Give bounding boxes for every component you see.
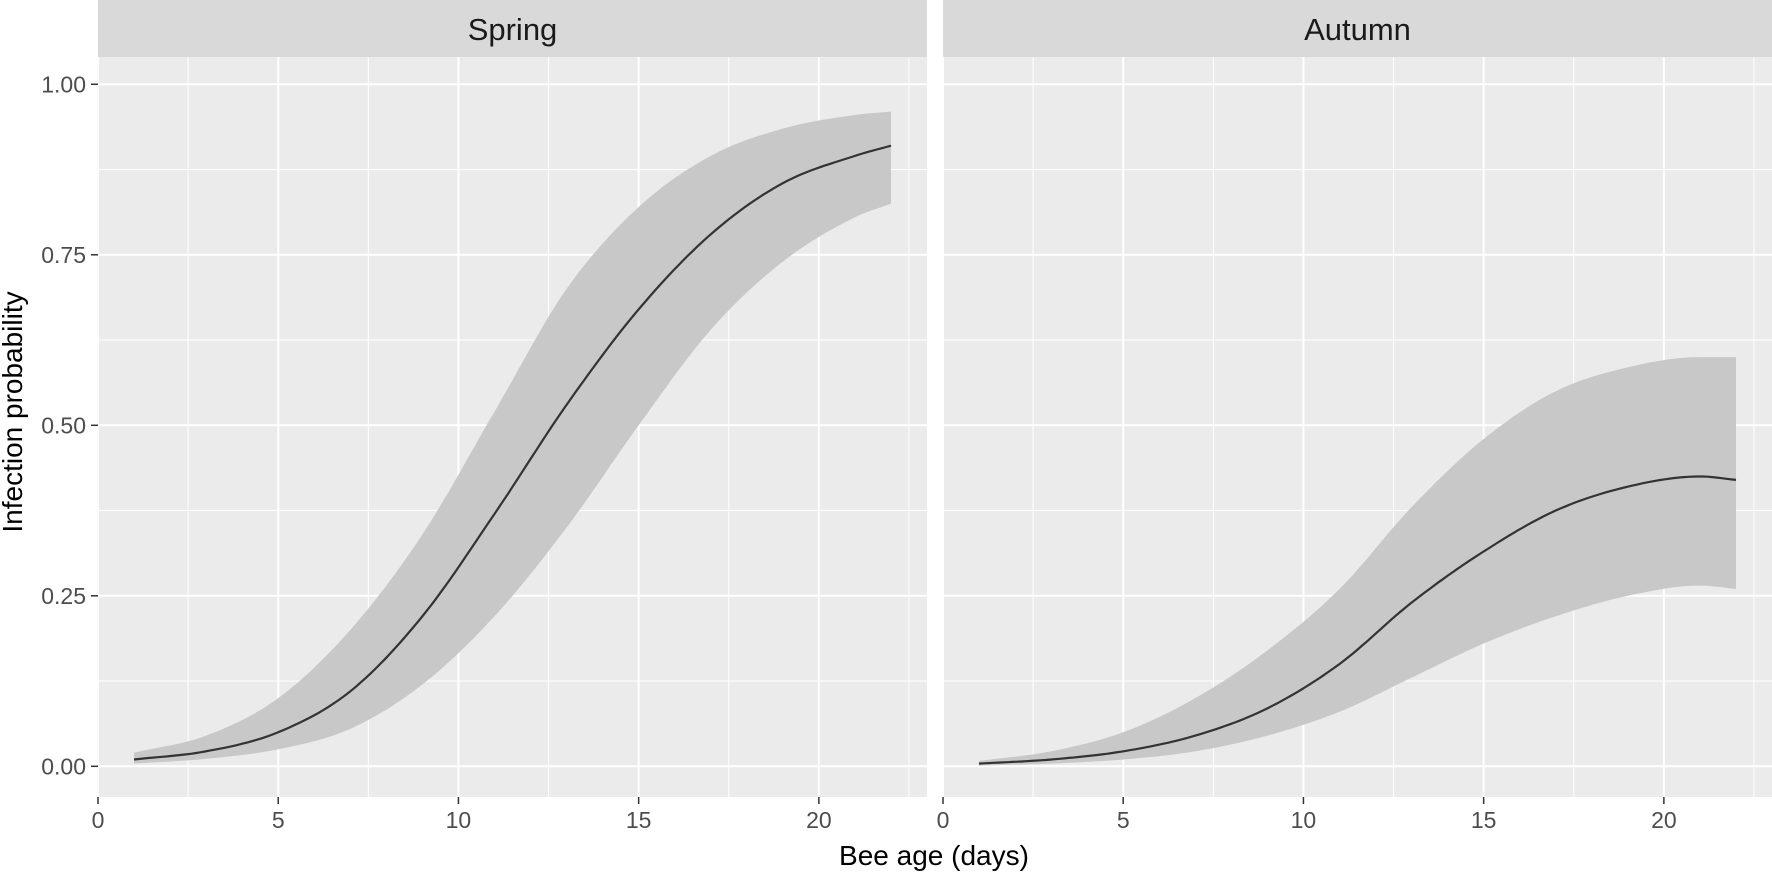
- confidence-ribbon: [979, 357, 1736, 766]
- x-tick-label: 15: [626, 807, 652, 833]
- y-tick-label: 0.00: [41, 753, 86, 779]
- y-axis: 0.00 0.25 0.50 0.75 1.00: [41, 71, 98, 779]
- panel-spring: Spring: [97, 0, 927, 797]
- y-tick-label: 0.25: [41, 583, 86, 609]
- x-tick-label: 5: [1117, 807, 1130, 833]
- x-tick-label: 20: [1651, 807, 1677, 833]
- x-tick-label: 0: [937, 807, 950, 833]
- panel-strip: [98, 0, 927, 57]
- panels-layer: Spring Autumn: [97, 0, 1772, 797]
- prediction-line: [978, 475, 1737, 765]
- y-axis-title: Infection probability: [0, 291, 28, 532]
- x-tick-label: 10: [446, 807, 472, 833]
- panel-strip-label: Spring: [468, 12, 558, 47]
- x-tick-label: 5: [272, 807, 285, 833]
- confidence-ribbon: [134, 111, 891, 764]
- x-axis: 0 5 10 15 20 0 5 10 15 20: [92, 797, 1677, 833]
- y-tick-label: 1.00: [41, 71, 86, 97]
- y-tick-label: 0.75: [41, 242, 86, 268]
- x-tick-label: 15: [1471, 807, 1497, 833]
- prediction-line: [133, 144, 892, 761]
- panel-strip-label: Autumn: [1304, 12, 1411, 47]
- x-tick-label: 0: [92, 807, 105, 833]
- panel-autumn: Autumn: [942, 0, 1772, 797]
- y-tick-label: 0.50: [41, 412, 86, 438]
- x-tick-label: 20: [806, 807, 832, 833]
- x-axis-title: Bee age (days): [839, 840, 1029, 871]
- x-tick-label: 10: [1291, 807, 1317, 833]
- panel-strip: [943, 0, 1772, 57]
